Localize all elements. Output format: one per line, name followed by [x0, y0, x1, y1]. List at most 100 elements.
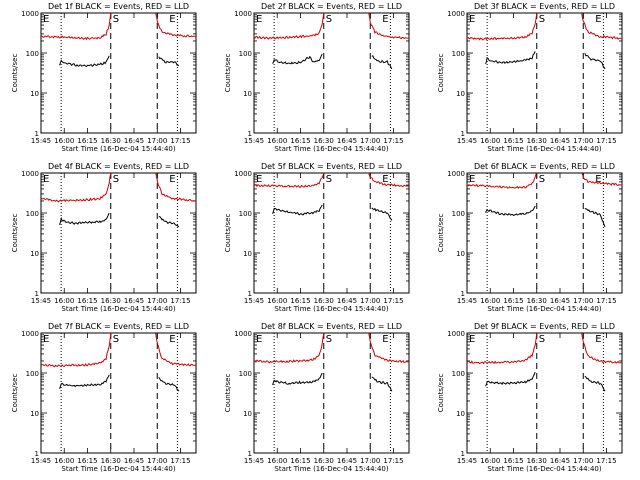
lld-series-seg-1 [253, 172, 325, 188]
saa-start-marker: S [326, 334, 332, 345]
x-tick-label: 17:00 [573, 457, 593, 465]
saa-start-marker: S [113, 174, 119, 185]
edge-marker-e: E [43, 174, 49, 185]
events-series-seg-2 [371, 55, 393, 70]
edge-marker-e: E [43, 334, 49, 345]
panel-det-1: Det 1f BLACK = Events, RED = LLD 1 10 100 10… [11, 2, 197, 153]
y-tick-label: 1000 [447, 10, 465, 18]
y-axis-label: Counts/sec [437, 374, 445, 413]
events-series-seg-1 [485, 205, 536, 216]
x-tick-label: 17:00 [360, 137, 380, 145]
edge-marker-e: E [469, 334, 475, 345]
events-series-seg-1 [485, 51, 536, 65]
y-tick-label: 1 [461, 450, 465, 458]
panel-det-9: Det 9f BLACK = Events, RED = LLD 1 10 100 10… [437, 322, 623, 473]
y-tick-label: 1000 [447, 330, 465, 338]
y-tick-label: 1000 [21, 10, 39, 18]
lld-series-seg-2 [581, 172, 622, 186]
y-tick-label: 1 [248, 130, 252, 138]
panel-det-2: Det 2f BLACK = Events, RED = LLD 1 10 100 10… [224, 2, 410, 153]
x-tick-label: 16:15 [77, 137, 97, 145]
y-tick-label: 100 [239, 370, 252, 378]
panel-det-6: Det 6f BLACK = Events, RED = LLD 1 10 100 10… [437, 162, 623, 313]
saa-start-marker: S [326, 174, 332, 185]
x-tick-label: 16:15 [77, 297, 97, 305]
panel-title: Det 6f BLACK = Events, RED = LLD [474, 162, 615, 171]
lld-series-seg-2 [155, 172, 197, 202]
saa-end-marker: E [169, 174, 175, 185]
edge-marker-e: E [469, 14, 475, 25]
x-tick-label: 16:45 [337, 137, 357, 145]
panel-title: Det 8f BLACK = Events, RED = LLD [261, 322, 402, 331]
x-tick-label: 15:45 [31, 457, 51, 465]
x-tick-label: 17:15 [383, 297, 403, 305]
lld-series-seg-2 [368, 173, 409, 188]
saa-start-marker: S [113, 334, 119, 345]
y-tick-label: 100 [239, 50, 252, 58]
x-tick-label: 17:00 [360, 297, 380, 305]
x-tick-label: 16:15 [290, 457, 310, 465]
y-tick-label: 10 [456, 250, 465, 258]
panel-title: Det 1f BLACK = Events, RED = LLD [48, 2, 189, 11]
x-tick-label: 15:45 [244, 457, 264, 465]
axes-frame [253, 332, 410, 454]
x-tick-label: 16:30 [527, 137, 547, 145]
y-tick-label: 10 [243, 410, 252, 418]
lld-series-seg-1 [40, 172, 112, 203]
lld-series-seg-2 [581, 13, 623, 40]
axes-frame [40, 332, 197, 454]
axes-frame [253, 172, 410, 294]
events-series-seg-2 [158, 376, 180, 392]
x-axis-label: Start Time (16-Dec-04 15:44:40) [274, 305, 388, 313]
panel-title: Det 5f BLACK = Events, RED = LLD [261, 162, 402, 171]
x-tick-label: 16:15 [290, 297, 310, 305]
events-series-seg-1 [59, 55, 110, 67]
x-tick-label: 16:00 [54, 457, 74, 465]
y-tick-label: 100 [26, 210, 39, 218]
y-axis-label: Counts/sec [224, 374, 232, 413]
x-tick-label: 16:15 [290, 137, 310, 145]
x-tick-label: 17:15 [170, 457, 190, 465]
y-axis-label: Counts/sec [224, 214, 232, 253]
panel-det-4: Det 4f BLACK = Events, RED = LLD 1 10 100 10… [11, 162, 197, 313]
saa-end-marker: E [595, 14, 601, 25]
x-tick-label: 16:15 [503, 137, 523, 145]
x-tick-label: 16:00 [267, 297, 287, 305]
x-tick-label: 16:00 [267, 457, 287, 465]
lld-series-seg-1 [466, 332, 538, 365]
x-tick-label: 17:00 [573, 137, 593, 145]
lld-series-seg-1 [466, 12, 538, 41]
x-tick-label: 17:00 [147, 297, 167, 305]
panel-title: Det 9f BLACK = Events, RED = LLD [474, 322, 615, 331]
events-series-seg-2 [584, 375, 606, 392]
y-tick-label: 1 [35, 450, 39, 458]
x-tick-label: 16:30 [101, 457, 121, 465]
x-axis-label: Start Time (16-Dec-04 15:44:40) [61, 145, 175, 153]
panel-det-5: Det 5f BLACK = Events, RED = LLD 1 10 100 10… [224, 162, 410, 313]
events-series-seg-2 [584, 53, 606, 70]
x-tick-label: 16:30 [314, 457, 334, 465]
x-tick-label: 17:00 [573, 297, 593, 305]
y-tick-label: 1000 [234, 10, 252, 18]
y-axis-label: Counts/sec [224, 54, 232, 93]
y-axis-label: Counts/sec [11, 374, 19, 413]
lld-series-seg-2 [155, 13, 196, 38]
saa-start-marker: S [326, 14, 332, 25]
x-axis-label: Start Time (16-Dec-04 15:44:40) [487, 465, 601, 473]
x-tick-label: 16:00 [54, 137, 74, 145]
x-tick-label: 17:15 [170, 137, 190, 145]
x-tick-label: 17:15 [596, 297, 616, 305]
events-series-seg-1 [272, 372, 323, 386]
x-tick-label: 16:45 [337, 457, 357, 465]
x-tick-label: 15:45 [457, 457, 477, 465]
x-tick-label: 15:45 [457, 137, 477, 145]
axes-frame [466, 12, 623, 134]
x-tick-label: 16:00 [267, 137, 287, 145]
y-axis-label: Counts/sec [437, 214, 445, 253]
x-tick-label: 17:15 [170, 297, 190, 305]
lld-series-seg-1 [40, 332, 112, 368]
lld-series-seg-1 [253, 332, 325, 364]
edge-marker-e: E [256, 334, 262, 345]
x-tick-label: 15:45 [31, 137, 51, 145]
